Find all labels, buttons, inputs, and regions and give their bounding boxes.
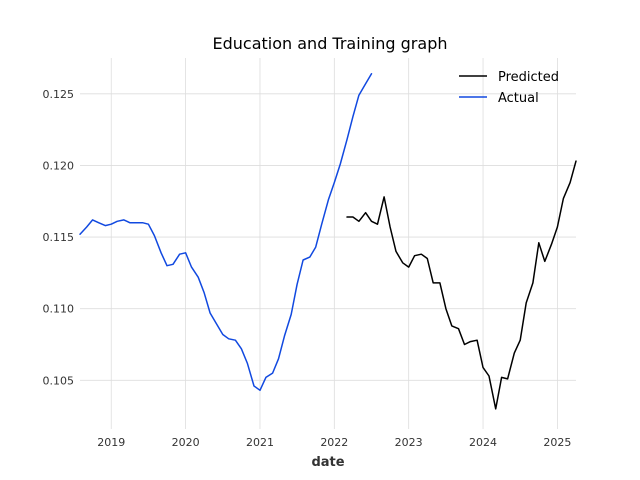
x-tick-label: 2023: [395, 436, 423, 449]
ticks-layer: 2019 2020 2021 2022 2023 2024 2025 0.105 0.110 0.…: [43, 88, 572, 449]
y-tick-label: 0.110: [43, 303, 75, 316]
y-tick-label: 0.105: [43, 374, 75, 387]
y-tick-label: 0.125: [43, 88, 75, 101]
grid-layer: [80, 58, 576, 429]
series-layer: [79, 73, 577, 410]
x-tick-label: 2020: [172, 436, 200, 449]
legend: Predicted Actual: [459, 70, 559, 106]
y-tick-label: 0.115: [43, 231, 75, 244]
x-tick-label: 2019: [97, 436, 125, 449]
series-line-actual: [79, 73, 373, 392]
series-line-predicted: [346, 160, 577, 410]
x-tick-label: 2021: [246, 436, 274, 449]
legend-label: Predicted: [498, 70, 559, 85]
x-axis-label: date: [311, 455, 344, 470]
legend-label: Actual: [498, 91, 539, 106]
chart-title: Education and Training graph: [213, 34, 448, 53]
x-tick-label: 2022: [320, 436, 348, 449]
x-tick-label: 2025: [543, 436, 571, 449]
y-tick-label: 0.120: [43, 159, 75, 172]
x-tick-label: 2024: [469, 436, 497, 449]
